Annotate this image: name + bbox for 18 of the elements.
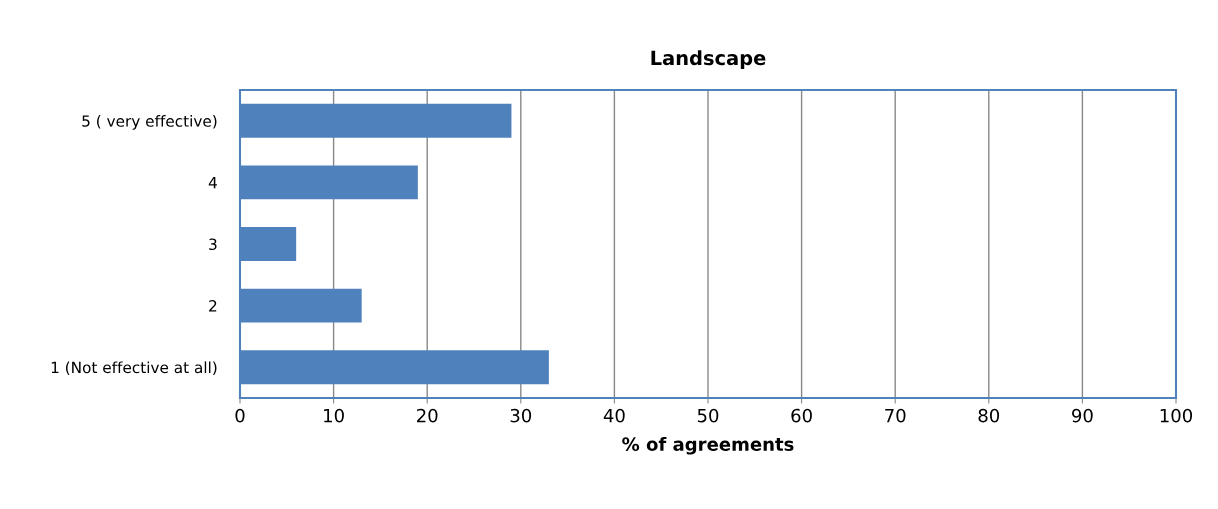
x-tick-label: 10 <box>324 408 344 423</box>
y-tick-label: 5 ( very effective) <box>82 115 217 130</box>
y-tick-label: 4 <box>208 177 217 189</box>
y-tick-label: 1 (Not effective at all) <box>51 361 217 376</box>
x-tick-label: 30 <box>510 408 532 423</box>
x-tick-label: 20 <box>417 408 438 423</box>
y-tick-label: 3 <box>209 238 217 251</box>
x-tick-label: 90 <box>1072 408 1093 423</box>
y-tick-label: 2 <box>209 300 217 312</box>
x-tick-label: 0 <box>235 408 245 423</box>
x-tick-label: 80 <box>978 408 1000 423</box>
chart-title: Landscape <box>651 50 766 70</box>
x-tick-label: 40 <box>603 408 625 423</box>
x-tick-label: 70 <box>885 408 906 423</box>
x-tick-label: 60 <box>791 408 812 423</box>
x-axis-title: % of agreements <box>622 437 794 455</box>
x-tick-label: 100 <box>1160 408 1193 423</box>
x-tick-label: 50 <box>697 408 719 423</box>
